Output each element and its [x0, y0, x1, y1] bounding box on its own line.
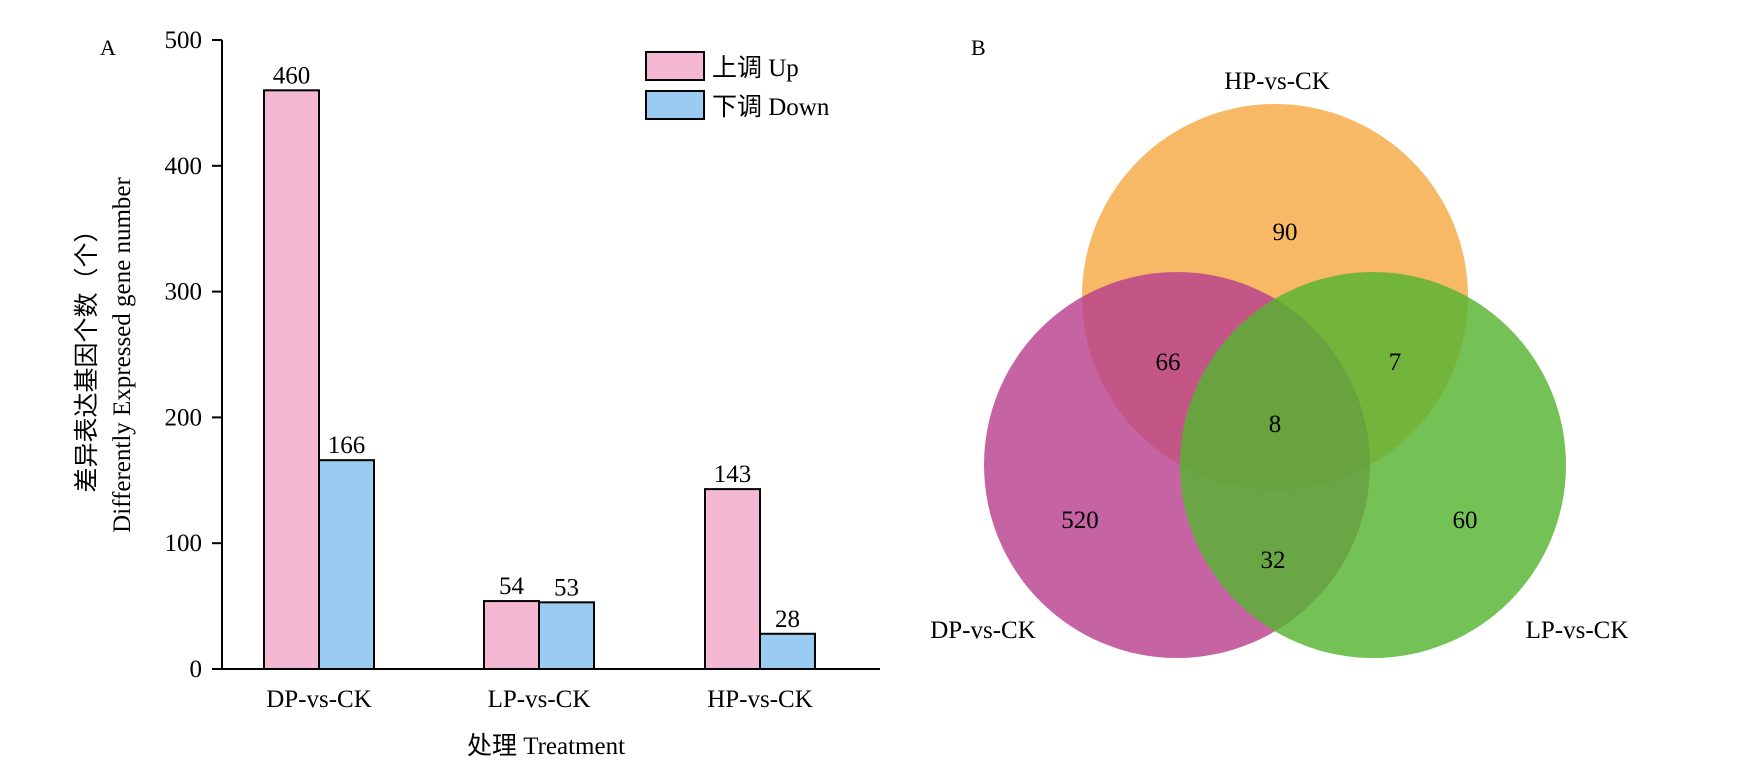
y-tick-label: 100 [165, 530, 203, 557]
venn-region-dp-only: 520 [1061, 507, 1099, 534]
bar-up [704, 488, 761, 670]
venn-diagram-panel: B HP-vs-CK DP-vs-CK LP-vs-CK 90 66 7 8 5… [930, 35, 1628, 658]
bar-up [263, 89, 320, 670]
x-tick-labels: DP-vs-CK LP-vs-CK HP-vs-CK [266, 686, 813, 713]
venn-region-all: 8 [1269, 411, 1282, 438]
bar-down [759, 632, 816, 670]
venn-region-hp-lp: 7 [1389, 349, 1402, 376]
bar-value-label: 54 [499, 573, 525, 600]
y-ticks: 0 100 200 300 400 500 [165, 27, 222, 683]
y-tick-label: 300 [165, 279, 203, 306]
bar-up [483, 600, 540, 670]
venn-region-hp-dp: 66 [1156, 349, 1181, 376]
venn-set-label-dp: DP-vs-CK [930, 617, 1036, 644]
bar-value-labels: 460 54 143 166 53 28 [273, 62, 800, 632]
y-tick-label: 400 [165, 153, 203, 180]
venn-circle-lp [1180, 272, 1566, 658]
legend: 上调 Up 下调 Down [645, 51, 830, 121]
y-axis-label-cn: 差异表达基因个数（个） [73, 217, 101, 492]
y-tick-label: 0 [190, 656, 203, 683]
bar-chart-panel: A 0 100 200 300 400 500 DP-vs-CK LP-vs-CK HP-vs… [73, 27, 880, 760]
y-axis-label-en: Differently Expressed gene number [109, 176, 136, 532]
y-tick-label: 200 [165, 404, 203, 431]
bar-value-label: 28 [775, 606, 800, 633]
legend-swatch-down [645, 90, 705, 120]
x-axis-label: 处理 Treatment [467, 732, 625, 760]
legend-label-up: 上调 Up [712, 54, 799, 82]
legend-label-down: 下调 Down [712, 94, 830, 121]
legend-swatch-up [645, 51, 705, 81]
y-tick-label: 500 [165, 27, 203, 54]
bar-value-label: 460 [273, 62, 311, 89]
bar-group [263, 89, 816, 670]
bar-down [318, 459, 375, 670]
x-tick-label: LP-vs-CK [488, 686, 591, 713]
bar-value-label: 166 [328, 432, 366, 459]
venn-set-label-hp: HP-vs-CK [1224, 68, 1330, 95]
bar-down [538, 601, 595, 670]
bar-value-label: 143 [714, 461, 752, 488]
venn-set-label-lp: LP-vs-CK [1526, 617, 1629, 644]
venn-region-lp-only: 60 [1453, 507, 1478, 534]
venn-region-hp-only: 90 [1273, 219, 1298, 246]
panel-label-a: A [100, 35, 116, 60]
x-tick-label: DP-vs-CK [266, 686, 372, 713]
venn-region-dp-lp: 32 [1261, 547, 1286, 574]
panel-label-b: B [971, 35, 986, 60]
x-tick-label: HP-vs-CK [707, 686, 813, 713]
bar-value-label: 53 [554, 574, 579, 601]
